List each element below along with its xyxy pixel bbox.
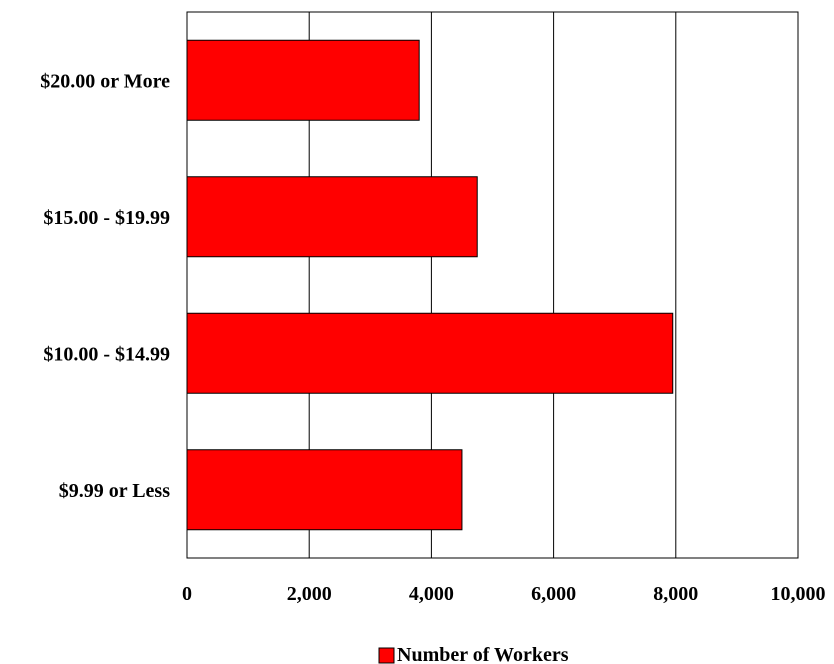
- x-tick-label: 2,000: [287, 583, 332, 605]
- legend: Number of Workers: [378, 644, 569, 664]
- x-tick-label: 6,000: [531, 583, 576, 605]
- x-tick-label: 0: [182, 583, 192, 605]
- x-tick-label: 4,000: [409, 583, 454, 605]
- bar: [186, 39, 420, 121]
- x-tick-label: 10,000: [771, 583, 826, 605]
- category-label: $9.99 or Less: [59, 480, 171, 502]
- x-tick-label: 8,000: [653, 583, 698, 605]
- category-label: $15.00 - $19.99: [43, 207, 170, 229]
- bar: [186, 312, 674, 394]
- x-tick-labels: 0 2,000 4,000 6,000 8,000 10,000: [182, 583, 826, 605]
- bar: [186, 449, 463, 531]
- category-labels: $20.00 or More $15.00 - $19.99 $10.00 - $1…: [40, 70, 170, 502]
- category-label: $10.00 - $14.99: [43, 343, 170, 365]
- bars: [186, 39, 674, 531]
- legend-label: Number of Workers: [397, 644, 569, 664]
- category-label: $20.00 or More: [40, 70, 170, 92]
- legend-swatch: [378, 647, 395, 664]
- bar: [186, 176, 478, 258]
- plot-border: [186, 11, 799, 559]
